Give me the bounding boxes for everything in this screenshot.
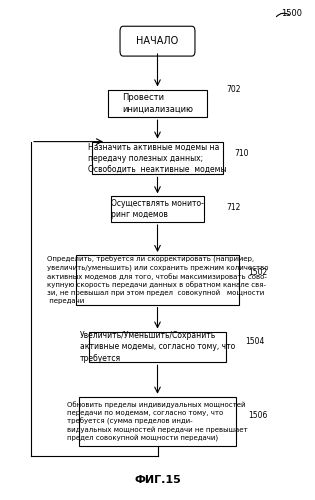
Bar xyxy=(107,90,208,117)
Bar xyxy=(79,396,236,446)
Text: Определить, требуется ли скорректировать (например,
увеличить/уменьшить) или сох: Определить, требуется ли скорректировать… xyxy=(47,256,268,304)
Text: Осуществлять монито-
ринг модемов: Осуществлять монито- ринг модемов xyxy=(111,199,204,220)
Text: НАЧАЛО: НАЧАЛО xyxy=(136,36,179,46)
Text: 1506: 1506 xyxy=(248,410,267,420)
Text: 710: 710 xyxy=(234,148,249,158)
Bar xyxy=(92,142,223,174)
Text: 1502: 1502 xyxy=(248,268,267,277)
Text: 712: 712 xyxy=(226,203,241,212)
FancyBboxPatch shape xyxy=(120,26,195,56)
Text: Провести
инициализацию: Провести инициализацию xyxy=(122,94,193,114)
Text: ФИГ.15: ФИГ.15 xyxy=(134,474,181,484)
Bar xyxy=(111,196,204,222)
Text: Обновить пределы индивидуальных мощностей
передачи по модемам, согласно тому, чт: Обновить пределы индивидуальных мощносте… xyxy=(67,402,248,442)
Text: Увеличить/Уменьшить/Сохранить
активные модемы, согласно тому, что
требуется: Увеличить/Уменьшить/Сохранить активные м… xyxy=(80,332,235,362)
Text: 1500: 1500 xyxy=(281,10,302,18)
Text: 702: 702 xyxy=(226,86,241,94)
Bar xyxy=(89,332,226,362)
Bar xyxy=(76,255,239,304)
Text: Назначить активные модемы на
передачу полезных данных;
Освободить  неактивные  м: Назначить активные модемы на передачу по… xyxy=(88,142,227,174)
Text: 1504: 1504 xyxy=(245,338,264,346)
